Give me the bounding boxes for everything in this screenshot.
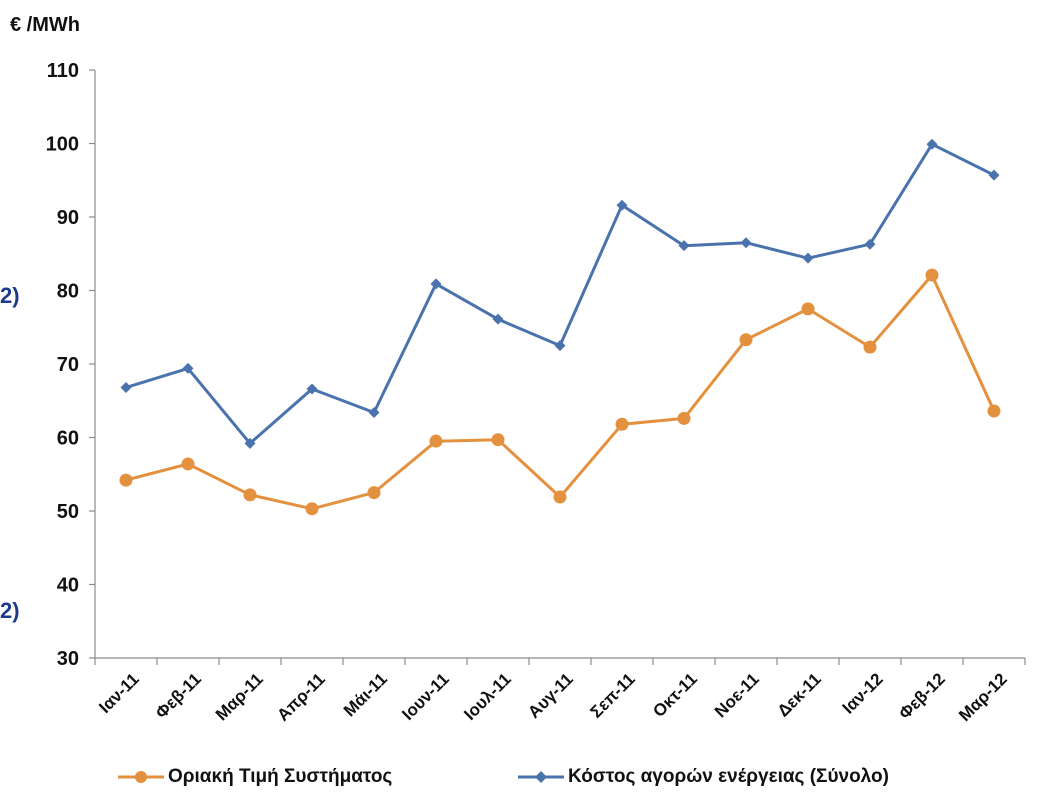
series-1-point: [182, 362, 194, 374]
series-0-point: [863, 340, 877, 354]
series-1-point: [244, 437, 256, 449]
cropped-label-fragment-top: 2): [0, 283, 20, 308]
x-tick-label: Ιουλ-11: [460, 669, 515, 724]
x-tick-label: Ιαν-11: [95, 669, 143, 717]
series-0-point: [987, 404, 1001, 418]
legend-swatch-orange: [118, 767, 164, 787]
cropped-label-fragment-bottom: 2): [0, 598, 20, 623]
y-tick-label: 50: [57, 501, 79, 523]
x-tick-label: Νοε-11: [711, 669, 763, 721]
x-tick-label: Μαρ-11: [212, 669, 267, 724]
x-tick-label: Μαρ-12: [955, 669, 1011, 725]
y-tick-label: 90: [57, 207, 79, 229]
series-0-point: [615, 417, 629, 431]
legend-swatch-blue: [518, 767, 564, 787]
series-0-point: [739, 333, 753, 347]
x-tick-label: Φεβ-11: [152, 669, 205, 722]
legend-label-blue: Κόστος αγορών ενέργειας (Σύνολο): [568, 766, 889, 787]
series-1-point: [740, 237, 752, 249]
x-tick-label: Δεκ-11: [774, 669, 825, 720]
series-1-point: [554, 340, 566, 352]
y-tick-label: 60: [57, 428, 79, 450]
series-1-point: [120, 382, 132, 394]
series-1-point: [926, 138, 938, 150]
series-0-point: [119, 473, 133, 487]
legend-item-blue: Κόστος αγορών ενέργειας (Σύνολο): [518, 762, 889, 792]
x-tick-label: Μάι-11: [340, 669, 391, 720]
x-tick-label: Ιαν-12: [839, 669, 887, 717]
series-line-0: [125, 273, 996, 511]
legend-label-orange: Οριακή Τιμή Συστήματος: [168, 766, 393, 787]
x-tick-label: Σεπ-11: [587, 669, 639, 721]
y-tick-label: 30: [57, 648, 79, 670]
x-tick-label: Αυγ-11: [524, 669, 577, 722]
series-0-point: [181, 457, 195, 471]
x-tick-label: Φεβ-12: [895, 669, 949, 723]
series-1-point: [864, 238, 876, 250]
series-0-point: [367, 486, 381, 500]
series-0-point: [677, 411, 691, 425]
series-1-point: [616, 199, 628, 211]
series-1-point: [988, 169, 1000, 181]
series-1-point: [306, 383, 318, 395]
x-tick-label: Απρ-11: [273, 669, 328, 724]
y-tick-label: 110: [47, 60, 79, 82]
legend: Οριακή Τιμή Συστήματος Κόστος αγορών ενέ…: [0, 762, 1041, 792]
y-tick-label: 100: [46, 134, 79, 156]
x-tick-label: Οκτ-11: [649, 669, 701, 721]
y-tick-label: 40: [57, 575, 79, 597]
legend-item-orange: Οριακή Τιμή Συστήματος: [118, 762, 392, 792]
series-0-point: [243, 488, 257, 502]
series-1-point: [368, 407, 380, 419]
series-1-point: [430, 278, 442, 290]
unit-label: € /MWh: [10, 14, 80, 36]
series-0-point: [553, 490, 567, 504]
x-tick-label: Ιουν-11: [398, 669, 453, 724]
series-0-point: [801, 302, 815, 316]
series-line-1: [125, 142, 995, 445]
y-tick-label: 80: [57, 281, 79, 303]
series-0-point: [429, 434, 443, 448]
series-1-point: [802, 252, 814, 264]
line-chart: 30 40 50 60 70 80 90 100 110 Ιαν-11 Φεβ-11 Μαρ-11 Απ…: [46, 60, 1026, 725]
series-1-point: [492, 313, 504, 325]
series-0-point: [925, 268, 939, 282]
series-1-point: [678, 240, 690, 252]
series-0-point: [305, 502, 319, 516]
series-0-point: [491, 433, 505, 447]
y-tick-label: 70: [57, 354, 79, 376]
